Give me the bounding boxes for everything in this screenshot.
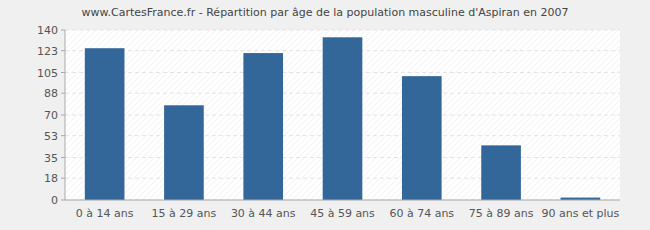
y-tick-label: 140 — [37, 24, 58, 37]
y-tick-label: 53 — [44, 130, 58, 143]
y-tick-label: 105 — [37, 67, 58, 80]
y-tick-label: 35 — [44, 152, 58, 165]
x-tick-label: 15 à 29 ans — [152, 207, 217, 220]
y-tick — [61, 30, 65, 31]
x-tick-label: 45 à 59 ans — [310, 207, 375, 220]
x-tick-label: 90 ans et plus — [541, 207, 619, 220]
y-tick-label: 0 — [51, 194, 58, 207]
y-tick — [61, 72, 65, 73]
background — [0, 0, 650, 230]
x-tick-label: 60 à 74 ans — [389, 207, 454, 220]
y-tick — [61, 135, 65, 136]
y-tick — [61, 157, 65, 158]
plot-area — [65, 30, 620, 200]
title: www.CartesFrance.fr - Répartition par âg… — [82, 6, 569, 19]
bar — [481, 145, 521, 200]
bars — [85, 37, 600, 200]
bar — [164, 105, 204, 200]
bar — [402, 76, 442, 200]
bar — [323, 37, 363, 200]
y-tick-label: 70 — [44, 109, 58, 122]
grid-line — [65, 30, 620, 31]
chart: www.CartesFrance.fr - Répartition par âg… — [0, 0, 650, 230]
x-tick-label: 30 à 44 ans — [231, 207, 296, 220]
y-tick — [61, 50, 65, 51]
x-axis — [65, 200, 620, 201]
grid-line — [65, 200, 620, 201]
x-tick-label: 0 à 14 ans — [76, 207, 134, 220]
y-tick — [61, 93, 65, 94]
y-tick — [61, 200, 65, 201]
y-tick-label: 123 — [37, 45, 58, 58]
y-tick — [61, 115, 65, 116]
bar — [243, 53, 283, 200]
y-tick — [61, 178, 65, 179]
y-tick-label: 18 — [44, 172, 58, 185]
bar — [85, 48, 125, 200]
y-axis — [65, 30, 66, 200]
x-tick-label: 75 à 89 ans — [469, 207, 534, 220]
y-tick-label: 88 — [44, 87, 58, 100]
